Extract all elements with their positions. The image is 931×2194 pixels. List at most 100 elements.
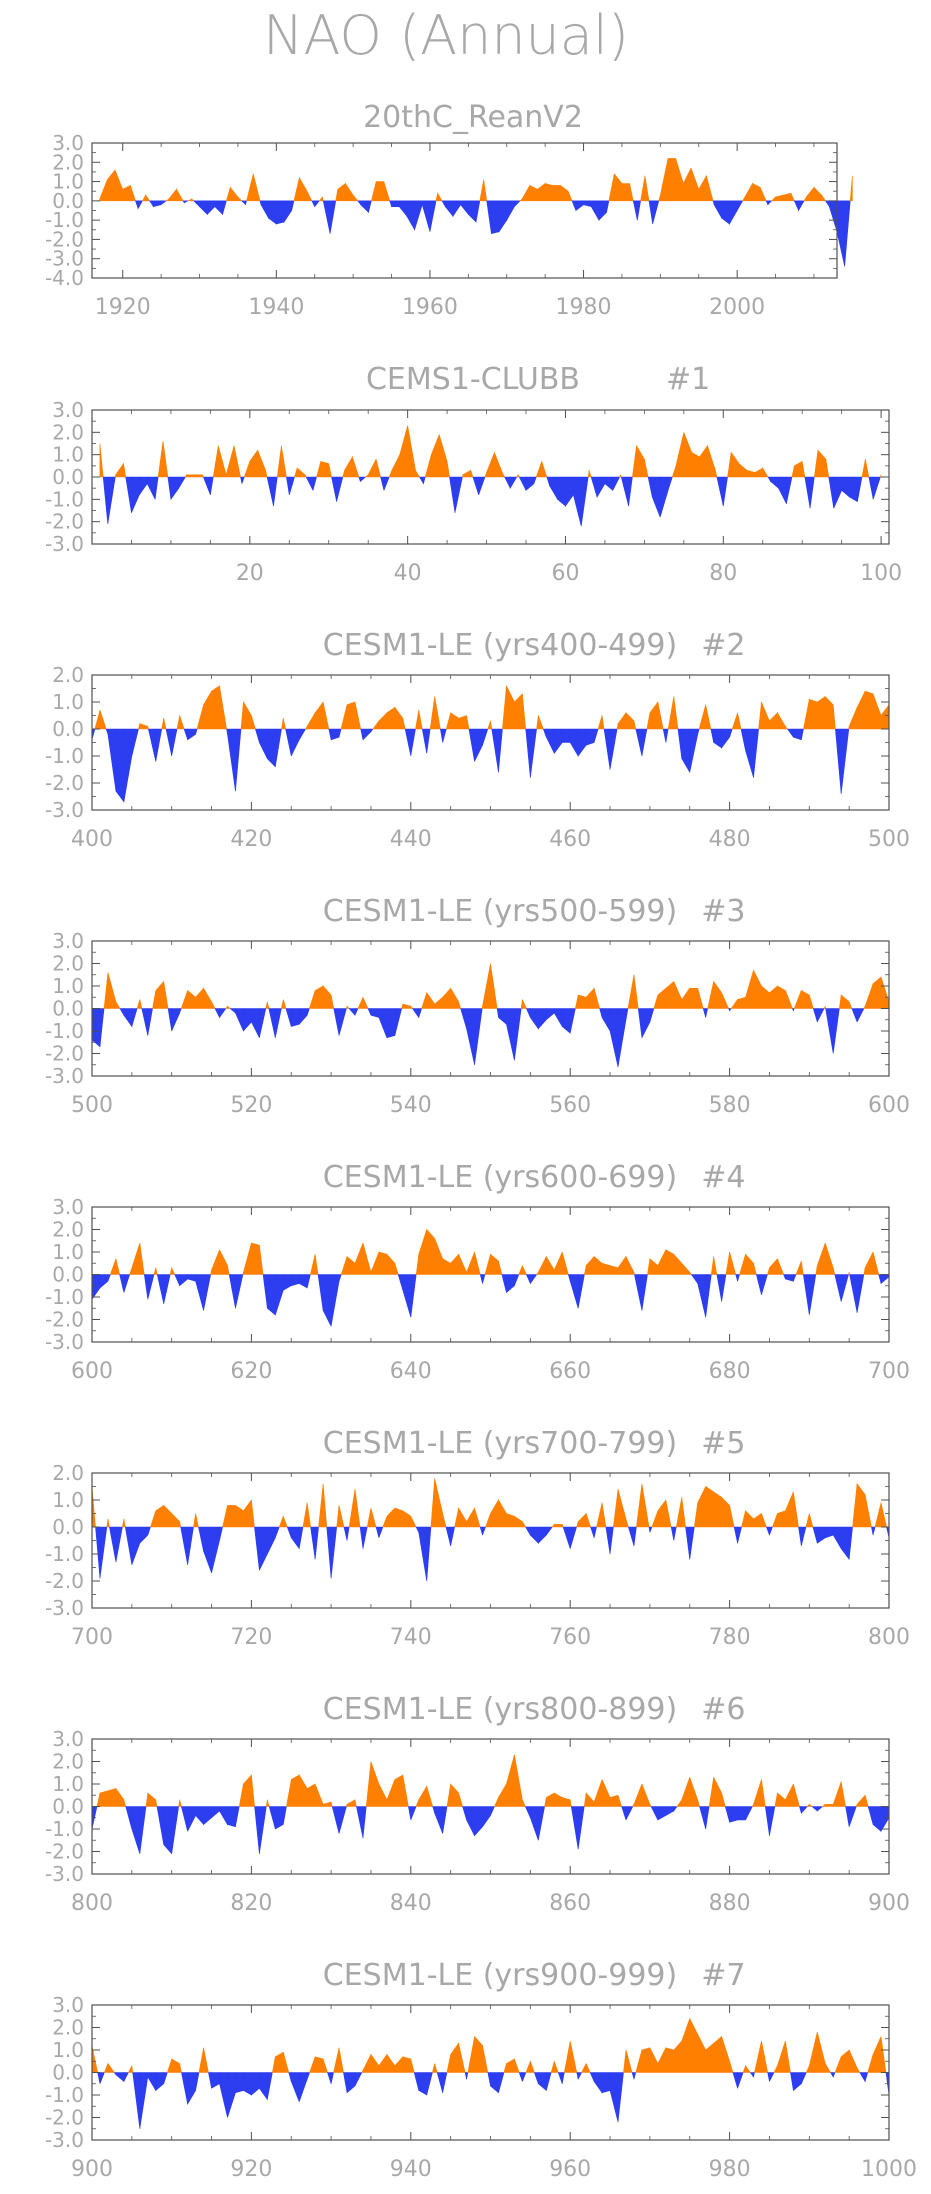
positive-area-mark [407,425,416,478]
negative-area-mark [506,1008,515,1061]
negative-area-mark [180,1526,188,1565]
positive-area-mark [665,1499,672,1528]
positive-area-mark [849,175,853,202]
negative-area-mark [761,1274,768,1295]
y-tick-label: -2.0 [45,510,84,534]
positive-area-mark [378,2053,388,2073]
positive-area-mark [235,1504,244,1528]
positive-area-mark [742,2065,746,2073]
positive-area-mark [249,449,259,478]
positive-area-mark [840,994,850,1009]
positive-area-mark [99,443,104,478]
positive-area-mark [673,981,683,1009]
x-tick-label: 800 [71,1891,113,1916]
positive-area-mark [880,2036,887,2073]
negative-area-mark [102,476,109,524]
negative-area-mark [368,200,372,213]
positive-area-mark [816,2031,826,2073]
negative-area-mark [228,1274,236,1309]
positive-area-mark [698,174,707,202]
negative-area-mark [275,1526,280,1538]
positive-area-mark [243,1774,252,1807]
negative-area-mark [538,1526,547,1544]
negative-area-mark [825,1008,834,1054]
negative-area-mark [593,728,599,743]
positive-area-mark [561,1797,571,1807]
negative-area-mark [710,728,714,743]
positive-area-mark [370,181,377,202]
negative-area-mark [468,728,475,762]
y-tick-label: 3.0 [52,131,84,155]
positive-area-mark [115,1258,121,1275]
negative-area-mark [418,1526,428,1582]
positive-area-mark [522,1799,526,1807]
positive-area-mark [276,445,282,478]
y-tick-label: 3.0 [52,1195,84,1219]
negative-area-mark [208,2072,212,2089]
negative-area-mark [713,728,722,749]
positive-area-mark [872,976,882,1009]
positive-area-mark [560,184,569,202]
negative-area-mark [198,1526,204,1552]
positive-area-mark [761,701,770,730]
y-tick-label: 2.0 [52,1750,84,1774]
negative-area-mark [115,1526,123,1563]
negative-area-mark [137,200,143,210]
negative-area-mark [557,476,566,507]
positive-area-mark [609,1265,619,1275]
positive-area-mark [490,1253,499,1275]
negative-area-mark [460,200,469,216]
x-tick-label: 900 [868,1891,910,1916]
positive-area-mark [386,2053,396,2073]
positive-area-mark [793,1491,799,1528]
positive-area-mark [346,1005,350,1009]
negative-area-mark [203,1526,212,1574]
negative-area-mark [147,1526,151,1536]
negative-area-mark [766,1526,770,1536]
positive-area-mark [281,445,287,478]
positive-area-mark [296,467,306,478]
negative-area-mark [267,2072,273,2100]
positive-area-mark [352,456,360,478]
positive-area-mark [880,1502,887,1528]
positive-area-mark [370,2053,380,2073]
positive-area-mark [665,2047,675,2073]
positive-area-mark [426,991,436,1009]
positive-area-mark [537,182,546,202]
negative-area-mark [195,1806,204,1826]
positive-area-mark [741,1510,746,1528]
y-tick-label: 1.0 [52,974,84,998]
positive-area-mark [320,460,330,478]
positive-area-mark [219,1249,228,1275]
negative-area-mark [793,2072,802,2092]
positive-area-mark [706,175,714,202]
negative-area-mark [171,1806,180,1854]
negative-area-mark [553,728,563,755]
negative-area-mark [445,1526,451,1546]
x-tick-label: 740 [390,1625,432,1650]
negative-area-mark [577,1274,585,1309]
negative-area-mark [219,2072,228,2118]
positive-area-mark [657,1249,667,1275]
main-title: NAO (Annual) [263,4,629,67]
negative-area-mark [634,1274,643,1311]
negative-area-mark [812,1008,818,1023]
positive-area-mark [727,452,732,478]
positive-area-mark [817,449,827,478]
positive-area-mark [240,701,244,730]
negative-area-mark [414,200,423,230]
positive-area-mark [738,462,748,478]
negative-area-mark [219,1806,228,1826]
positive-area-mark [402,2056,412,2073]
positive-area-mark [856,691,866,730]
positive-area-mark [601,1779,611,1807]
negative-area-mark [590,200,600,222]
negative-area-mark [291,200,295,211]
negative-area-mark [243,1008,252,1032]
positive-area-mark [777,1792,786,1807]
positive-area-mark [801,461,806,478]
positive-area-mark [689,1777,699,1807]
negative-area-mark [147,1274,155,1300]
positive-area-mark [107,1518,110,1528]
negative-area-mark [163,2072,168,2084]
